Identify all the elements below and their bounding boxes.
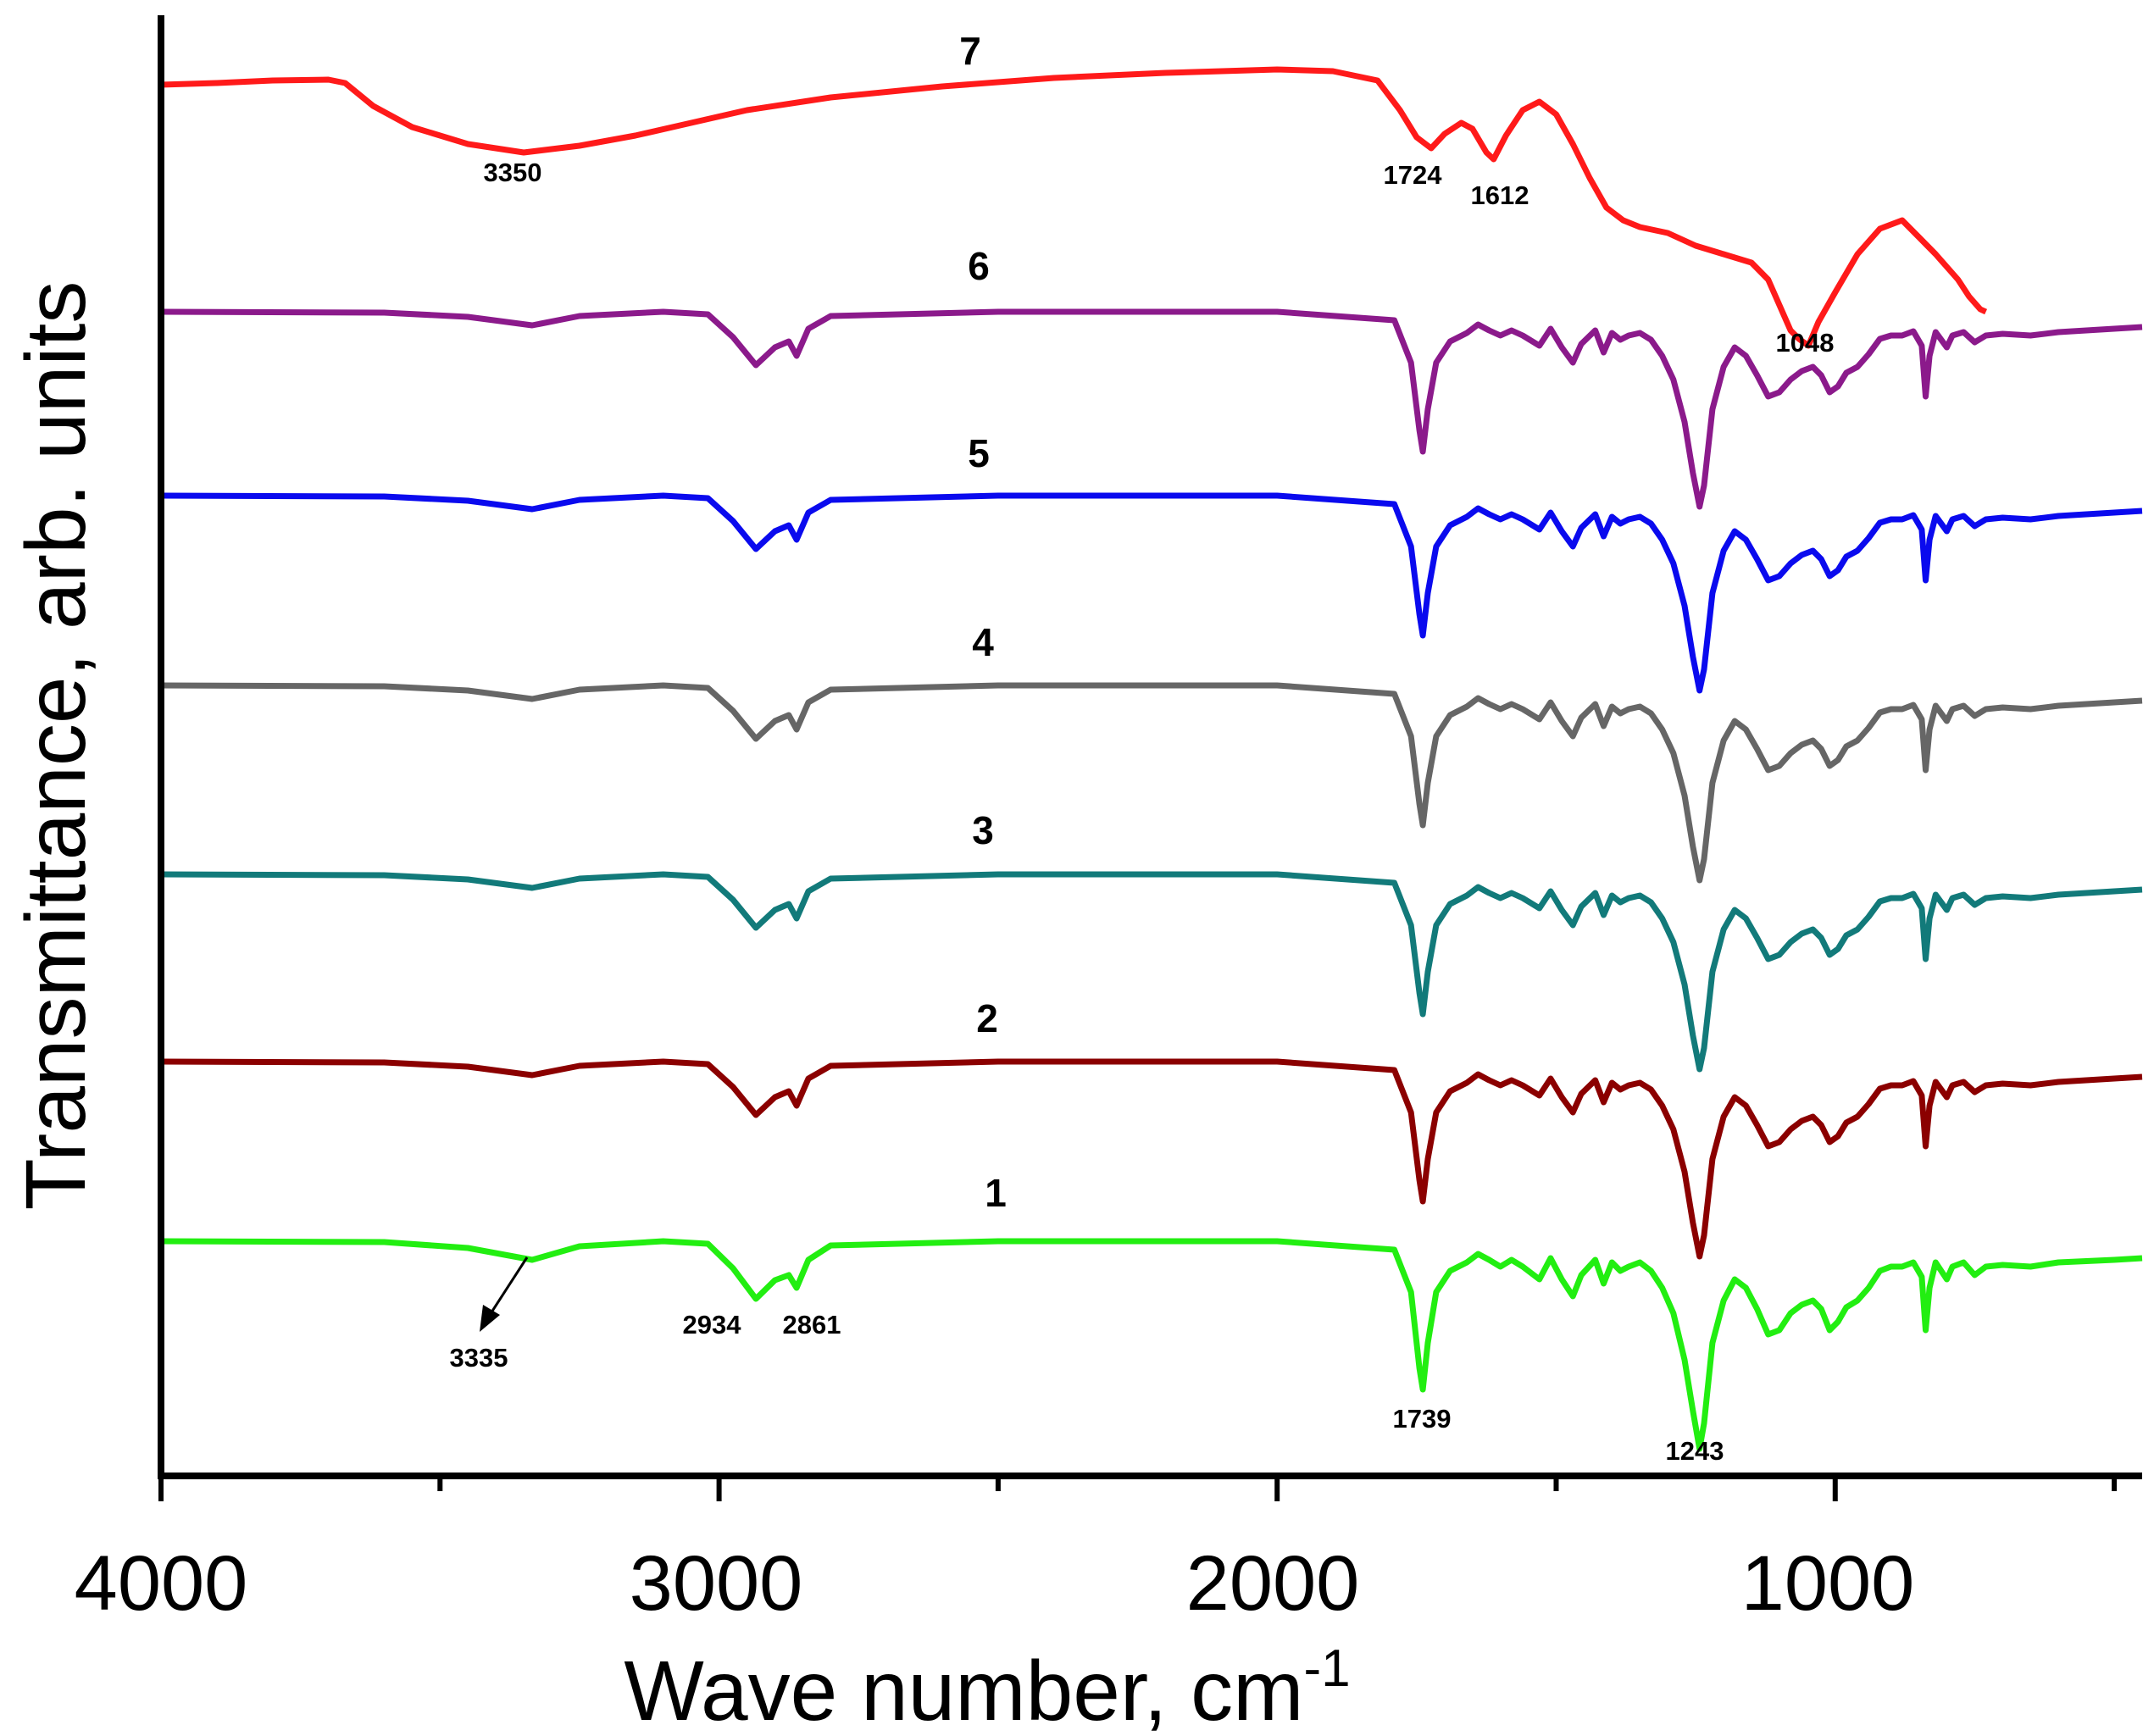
annotation-1724: 1724 (1384, 160, 1443, 190)
annotation-3335: 3335 (450, 1343, 508, 1373)
annotation-1612: 1612 (1471, 180, 1529, 210)
x-axis-title: Wave number, cm-1 (624, 1639, 1350, 1736)
y-axis-title: Transmittance, arb. units (8, 281, 103, 1211)
annotation-2861: 2861 (783, 1310, 841, 1339)
series-label-3: 3 (972, 808, 994, 852)
annotation-1048: 1048 (1776, 328, 1835, 358)
series-label-1: 1 (985, 1171, 1007, 1215)
series-line-1 (160, 1238, 2143, 1452)
x-tick-label: 2000 (1186, 1540, 1360, 1627)
series-line-6 (160, 308, 2143, 510)
series-line-2 (160, 1058, 2143, 1260)
series-line-3 (160, 871, 2143, 1073)
x-tick-label: 1000 (1741, 1540, 1915, 1627)
series-label-7: 7 (959, 29, 981, 73)
series-layer (160, 66, 2143, 1452)
annotation-1739: 1739 (1393, 1404, 1452, 1434)
x-tick-label: 3000 (630, 1540, 803, 1627)
tick-layer (158, 1476, 2118, 1501)
annotation-arrowhead (480, 1305, 500, 1332)
x-axis-title-superscript: -1 (1303, 1639, 1350, 1698)
series-label-5: 5 (968, 431, 990, 475)
series-line-4 (160, 682, 2143, 884)
series-line-7 (160, 66, 1988, 349)
x-tick-label: 4000 (75, 1540, 248, 1627)
series-line-5 (160, 492, 2143, 694)
series-label-6: 6 (968, 244, 990, 288)
annotation-arrow-line (488, 1256, 529, 1316)
annotation-2934: 2934 (683, 1310, 742, 1339)
series-label-2: 2 (976, 996, 998, 1040)
x-axis-title-main: Wave number, cm (624, 1644, 1303, 1736)
annotation-1243: 1243 (1666, 1436, 1724, 1466)
annotation-3350: 3350 (484, 158, 542, 187)
series-label-4: 4 (972, 620, 994, 664)
